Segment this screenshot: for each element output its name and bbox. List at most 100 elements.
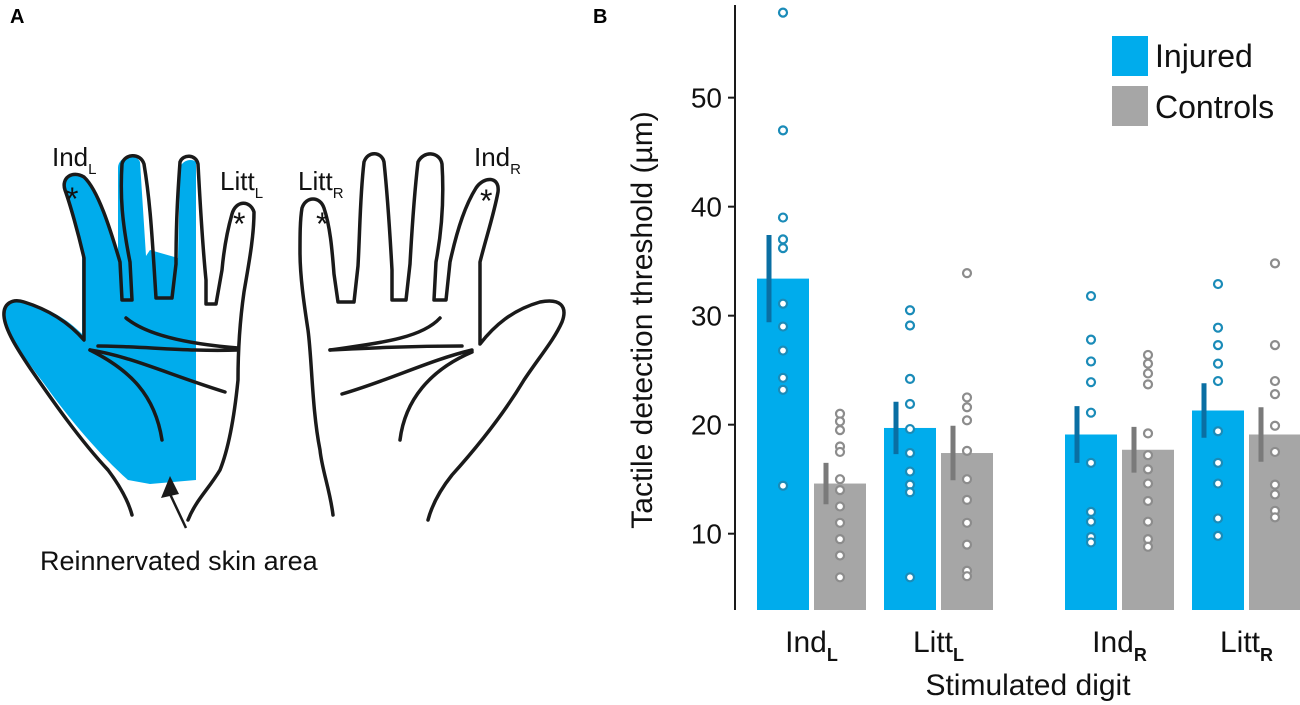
point-controls-0-8 [834, 517, 846, 528]
point-controls-1-5 [961, 474, 973, 485]
point-controls-1-10 [961, 571, 973, 582]
point-controls-2-8 [1142, 495, 1154, 507]
y-tick-label-20: 20 [691, 410, 722, 441]
point-injured-2-7 [1085, 516, 1097, 527]
point-injured-1-9 [904, 572, 916, 583]
point-injured-0-9 [777, 384, 789, 395]
label-litt-right: LittR [298, 166, 344, 202]
point-controls-0-11 [834, 572, 846, 583]
y-tick-label-30: 30 [691, 301, 722, 332]
point-controls-0-10 [834, 550, 846, 561]
bar-injured-1 [884, 427, 936, 610]
stim-marker-litt-left: * [233, 206, 245, 242]
point-controls-1-7 [961, 517, 973, 528]
point-controls-0-6 [834, 484, 846, 496]
point-injured-3-0 [1212, 278, 1224, 290]
point-injured-0-5 [777, 298, 789, 309]
point-controls-2-6 [1142, 464, 1154, 475]
point-injured-2-1 [1085, 334, 1097, 345]
x-tick-label-1: LittL [913, 626, 964, 665]
point-controls-2-4 [1142, 428, 1154, 439]
point-injured-0-10 [777, 480, 789, 491]
point-controls-1-1 [961, 392, 973, 403]
legend: Injured Controls [1112, 36, 1274, 126]
point-injured-0-8 [777, 372, 789, 383]
x-tick-label-0: IndL [785, 626, 838, 665]
point-injured-1-0 [904, 305, 916, 316]
point-controls-0-5 [834, 474, 846, 485]
arrow-label: Reinnervated skin area [40, 546, 319, 576]
point-injured-2-8 [1085, 531, 1097, 543]
point-controls-3-7 [1269, 489, 1281, 500]
point-injured-0-7 [777, 345, 789, 356]
y-tick-label-10: 10 [691, 519, 722, 550]
point-injured-2-3 [1085, 377, 1097, 388]
point-injured-2-6 [1085, 506, 1097, 517]
point-controls-3-1 [1269, 340, 1281, 351]
bar-controls-3 [1249, 434, 1300, 610]
point-controls-0-1 [834, 416, 846, 427]
y-tick-label-50: 50 [691, 83, 722, 114]
point-injured-1-7 [904, 479, 916, 490]
point-injured-1-8 [904, 487, 916, 498]
point-controls-1-6 [961, 494, 973, 506]
point-controls-2-11 [1142, 541, 1154, 552]
point-injured-1-1 [904, 320, 916, 331]
y-axis-title: Tactile detection threshold (µm) [626, 111, 659, 528]
point-injured-2-0 [1085, 290, 1097, 302]
point-injured-2-9 [1085, 537, 1097, 548]
point-injured-3-3 [1212, 358, 1224, 369]
x-axis-title: Stimulated digit [925, 669, 1131, 702]
point-injured-3-4 [1212, 375, 1224, 387]
point-controls-2-3 [1142, 379, 1154, 390]
legend-swatch-injured [1112, 36, 1148, 76]
point-controls-3-6 [1269, 479, 1281, 490]
bar-controls-0 [814, 483, 866, 610]
point-controls-2-10 [1142, 534, 1154, 545]
point-controls-1-4 [961, 445, 973, 456]
point-injured-3-8 [1212, 513, 1224, 524]
point-controls-0-0 [834, 408, 846, 419]
point-controls-3-3 [1269, 389, 1281, 400]
bar-injured-2 [1065, 434, 1117, 610]
point-controls-0-3 [834, 441, 846, 452]
y-tick-label-40: 40 [691, 192, 722, 223]
point-controls-3-9 [1269, 512, 1281, 523]
point-controls-1-8 [961, 539, 973, 550]
point-controls-3-0 [1269, 258, 1281, 269]
point-controls-0-4 [834, 446, 846, 458]
point-injured-1-3 [904, 398, 916, 410]
point-injured-3-9 [1212, 530, 1224, 541]
point-injured-1-4 [904, 423, 916, 435]
point-injured-0-4 [777, 242, 789, 254]
arrow-to-reinnervated-area [161, 476, 188, 529]
legend-label-injured: Injured [1155, 38, 1253, 74]
point-controls-1-9 [961, 565, 973, 576]
point-injured-2-4 [1085, 407, 1097, 418]
point-controls-0-9 [834, 534, 846, 545]
point-injured-3-1 [1212, 322, 1224, 333]
point-injured-2-5 [1085, 457, 1097, 468]
point-injured-3-6 [1212, 457, 1224, 468]
stim-marker-ind-left: * [66, 181, 78, 217]
point-controls-0-2 [834, 425, 846, 436]
point-injured-0-6 [777, 321, 789, 332]
point-injured-3-5 [1212, 426, 1224, 437]
bar-controls-2 [1122, 449, 1174, 610]
point-injured-2-2 [1085, 356, 1097, 367]
point-injured-0-2 [777, 212, 789, 223]
bar-injured-0 [757, 278, 809, 610]
point-controls-2-7 [1142, 478, 1154, 489]
stim-marker-litt-right: * [316, 206, 328, 242]
point-injured-1-6 [904, 466, 916, 477]
point-controls-1-2 [961, 402, 973, 413]
point-injured-0-3 [777, 234, 789, 245]
point-controls-2-1 [1142, 358, 1154, 369]
point-injured-0-0 [777, 7, 789, 18]
hands-diagram: * * * * IndL LittL LittR IndR Reinnervat… [2, 142, 566, 576]
point-controls-2-5 [1142, 450, 1154, 461]
point-controls-3-8 [1269, 505, 1281, 516]
label-litt-left: LittL [220, 166, 263, 202]
point-controls-1-3 [961, 415, 973, 426]
label-ind-right: IndR [474, 142, 521, 178]
